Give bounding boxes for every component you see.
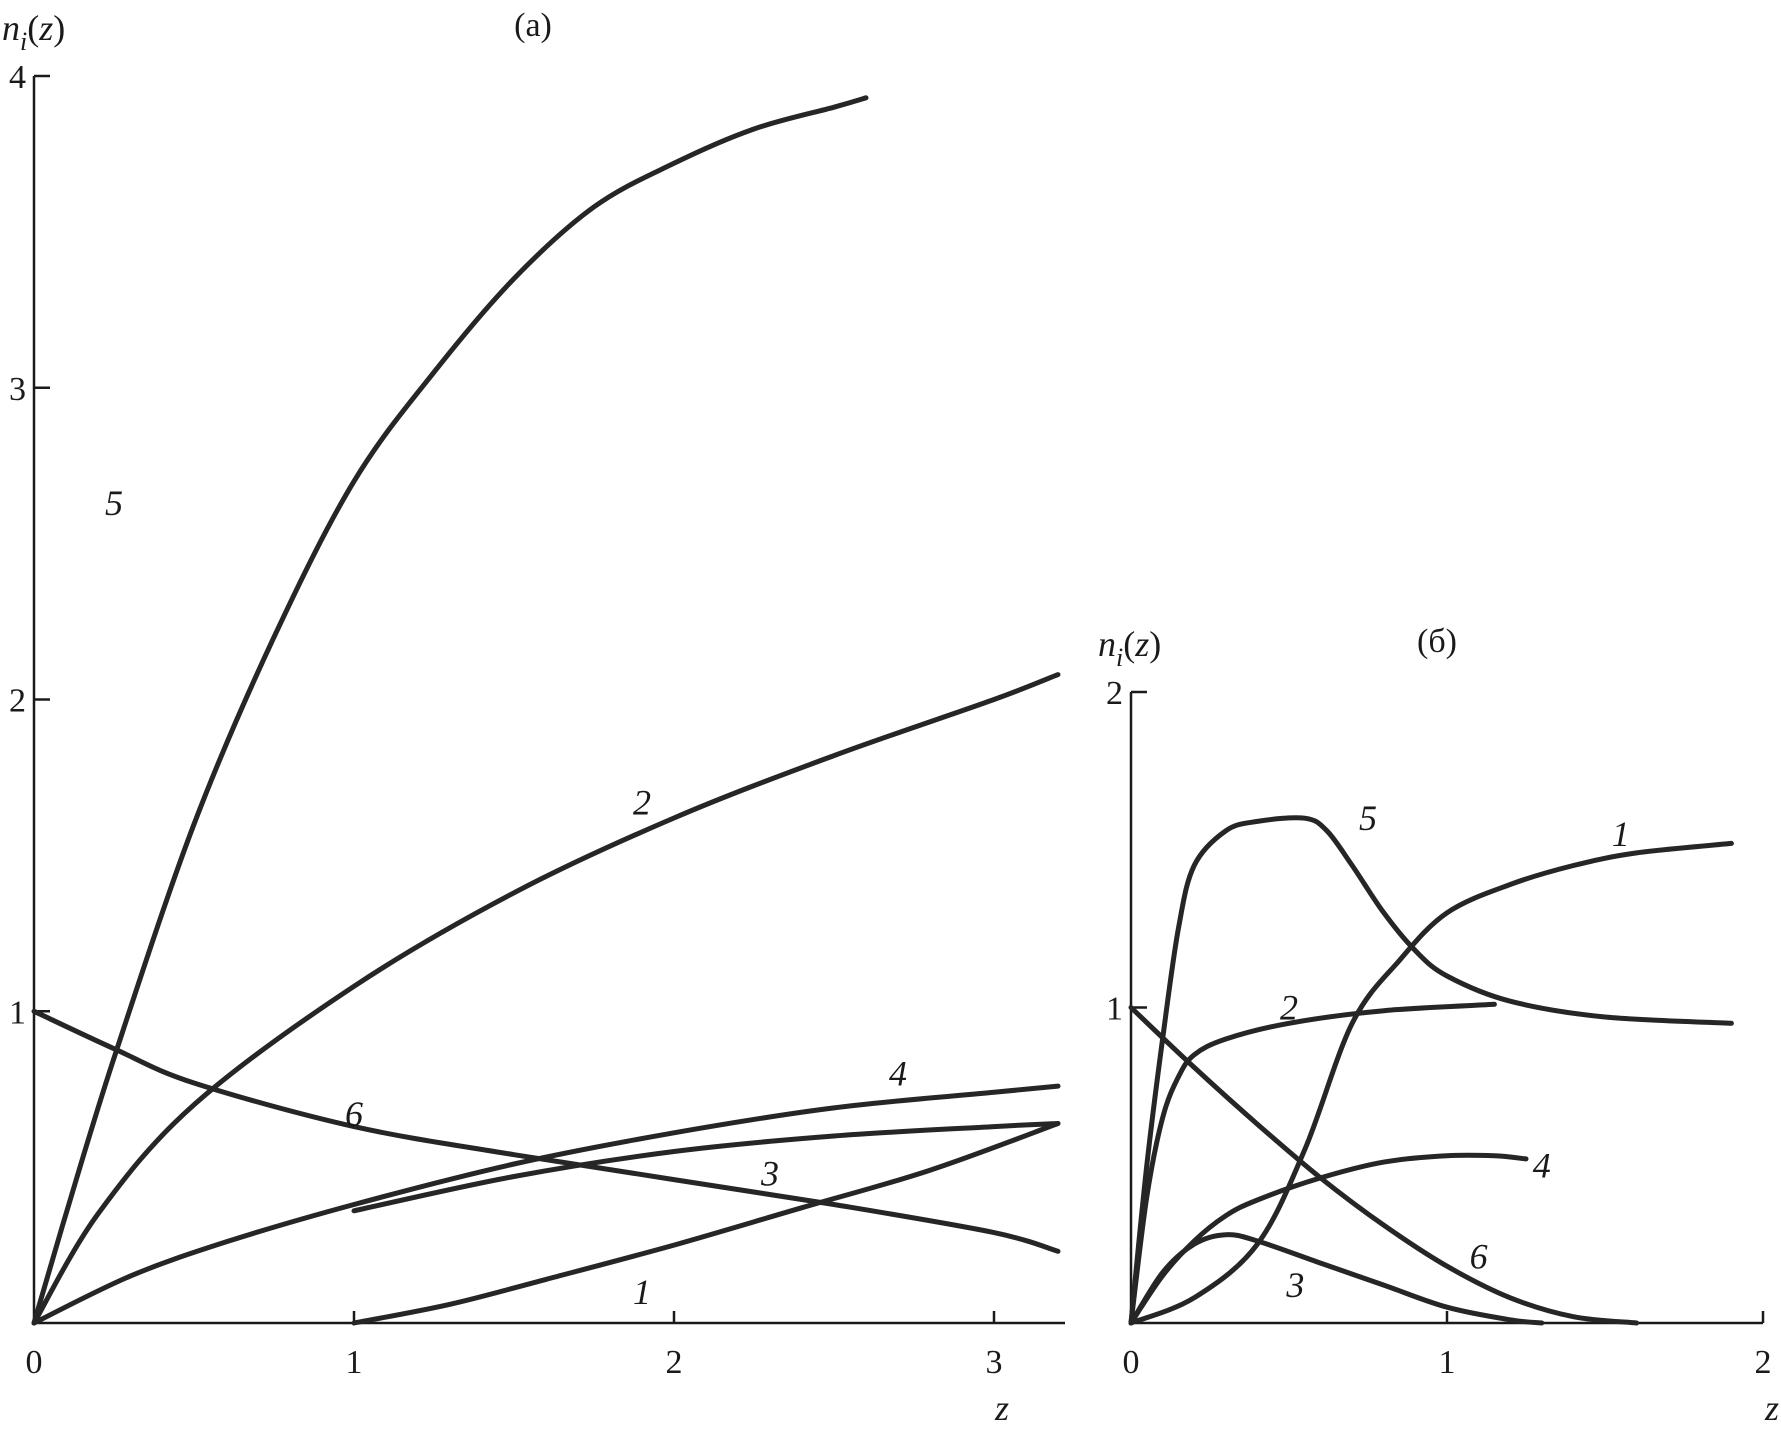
- panel-a-curve-3: [351, 1121, 1061, 1214]
- panel-a-x-tick-label: 0: [26, 1344, 43, 1381]
- panel-b-curve-label-4: 4: [1533, 1145, 1551, 1185]
- panel-a-y-tick-label: 4: [9, 59, 26, 96]
- panel-b-curve-label-2: 2: [1280, 988, 1298, 1028]
- panel-b-curve-4: [1128, 1152, 1529, 1326]
- panel-a-curve-6: [31, 1008, 1061, 1254]
- panel-b-x-tick-label: 2: [1755, 1344, 1772, 1381]
- panel-a-curve-label-2: 2: [633, 782, 651, 822]
- panel-b-curve-5: [1128, 815, 1734, 1326]
- panel-b-y-tick-label: 2: [1106, 675, 1123, 712]
- panel-a-y-tick-label: 2: [9, 683, 26, 720]
- panel-b-y-tick-label: 1: [1106, 991, 1123, 1028]
- panel-b-curve-6: [1128, 1005, 1640, 1326]
- panel-b-curve-label-6: 6: [1470, 1237, 1488, 1277]
- panel-b-curve-1: [1128, 840, 1734, 1326]
- panel-a-curve-1: [351, 1121, 1061, 1326]
- panel-a-y-tick-label: 3: [9, 371, 26, 408]
- panel-b-curve-label-1: 1: [1612, 814, 1630, 854]
- panel-a-x-tick-label: 3: [986, 1344, 1003, 1381]
- panel-a-curve-label-5: 5: [105, 483, 123, 523]
- panel-a-curve-label-3: 3: [760, 1153, 779, 1193]
- panel-b-curve-label-5: 5: [1359, 798, 1377, 838]
- panel-b-curve-2: [1128, 1001, 1497, 1326]
- panel-a-x-tick-label: 2: [666, 1344, 683, 1381]
- panel-b-panel-label: (б): [1417, 623, 1457, 660]
- panel-a-curve-4: [31, 1083, 1061, 1326]
- panel-b-y-axis-title: ni(z): [1098, 624, 1161, 672]
- panel-a-curve-label-4: 4: [889, 1054, 907, 1094]
- panel-a-curve-label-1: 1: [633, 1272, 651, 1312]
- panel-b-x-axis-title: z: [1764, 1388, 1779, 1428]
- panel-a-curve-2: [31, 672, 1061, 1326]
- panel-b-x-tick-label: 1: [1439, 1344, 1456, 1381]
- panel-a-panel-label: (a): [514, 7, 552, 44]
- panel-b-curve-label-3: 3: [1285, 1265, 1304, 1305]
- panel-a-x-axis-title: z: [994, 1388, 1009, 1428]
- panel-b-x-tick-label: 0: [1123, 1344, 1140, 1381]
- panel-a-x-tick-label: 1: [346, 1344, 363, 1381]
- panel-b-chart: 0 1 2 1 2 (б) ni(z) z 1 2 3 4 5 6: [1098, 623, 1779, 1428]
- panel-a-y-tick-label: 1: [9, 994, 26, 1031]
- panel-a-curve-5: [31, 95, 869, 1326]
- panel-a-curve-label-6: 6: [345, 1094, 363, 1134]
- panel-a-y-axis-title: ni(z): [2, 8, 65, 56]
